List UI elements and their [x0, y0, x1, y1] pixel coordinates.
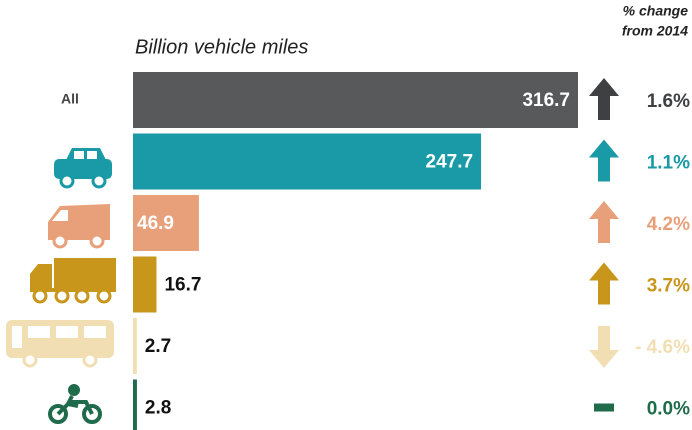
- change-label: 1.1%: [647, 153, 690, 174]
- change-label: 3.7%: [647, 276, 690, 297]
- bar: [133, 256, 157, 313]
- bar: [133, 379, 137, 430]
- bar: [133, 195, 199, 251]
- truck-icon: [30, 258, 116, 304]
- change-header: from 2014: [622, 23, 688, 39]
- up-arrow: [589, 139, 619, 182]
- bar: [133, 318, 137, 374]
- bar: [133, 133, 482, 190]
- car-icon: [54, 148, 112, 189]
- bar: [133, 72, 578, 128]
- value-label: 247.7: [426, 152, 474, 173]
- category-label: All: [61, 91, 79, 107]
- value-label: 2.8: [145, 398, 171, 419]
- up-arrow: [589, 78, 619, 120]
- value-label: 2.7: [145, 336, 171, 357]
- value-label: 16.7: [164, 275, 201, 296]
- change-label: 0.0%: [647, 399, 690, 420]
- up-arrow: [589, 262, 619, 305]
- van-icon: [48, 204, 110, 249]
- no-change-dash: [594, 403, 614, 412]
- change-header: % change: [623, 3, 689, 19]
- motorbike-icon: [48, 384, 102, 424]
- down-arrow: [589, 326, 619, 368]
- value-label: 316.7: [522, 90, 570, 111]
- up-arrow: [589, 201, 619, 243]
- change-label: 1.6%: [647, 91, 690, 112]
- subtitle: Billion vehicle miles: [135, 36, 308, 58]
- value-label: 46.9: [137, 213, 174, 234]
- change-label: 4.2%: [647, 214, 690, 235]
- bus-icon: [6, 320, 114, 368]
- change-label: - 4.6%: [635, 337, 690, 358]
